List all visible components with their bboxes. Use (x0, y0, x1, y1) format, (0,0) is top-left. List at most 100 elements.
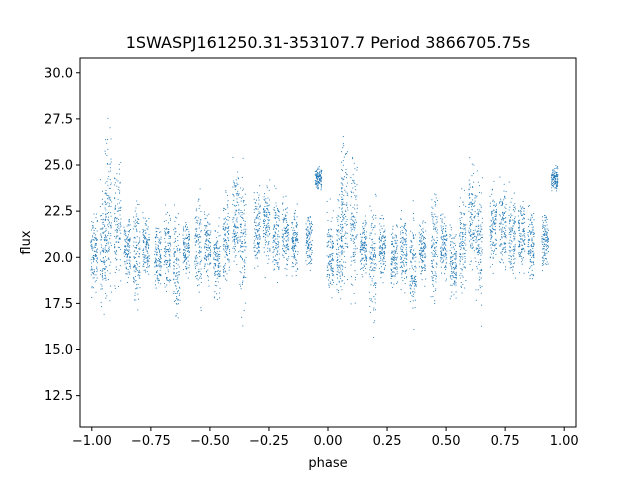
data-point (292, 229, 294, 231)
data-point (512, 272, 514, 274)
data-point (115, 253, 117, 255)
data-point (461, 244, 463, 246)
data-point (244, 235, 246, 237)
data-point (116, 185, 118, 187)
data-point (129, 245, 131, 247)
data-point (424, 253, 426, 255)
data-point (518, 255, 520, 257)
data-point (258, 252, 260, 254)
data-point (267, 235, 269, 237)
data-point (273, 207, 275, 209)
data-point (441, 227, 443, 229)
data-point (258, 197, 260, 199)
data-point (123, 233, 125, 235)
data-point (265, 228, 267, 230)
data-point (275, 248, 277, 250)
data-point (311, 252, 313, 254)
data-point (351, 223, 354, 225)
data-point (405, 240, 407, 242)
data-point (207, 244, 209, 246)
data-point (200, 229, 202, 231)
data-point (296, 240, 298, 242)
data-point (505, 221, 507, 223)
data-point (384, 239, 386, 241)
data-point (306, 241, 308, 243)
data-point (204, 233, 207, 235)
data-point (446, 257, 448, 259)
data-point (114, 182, 116, 184)
data-point (471, 203, 473, 205)
data-point (227, 247, 229, 249)
data-point (224, 234, 226, 236)
data-point (101, 239, 103, 241)
data-point (125, 235, 127, 237)
data-point (242, 251, 244, 253)
data-point (395, 256, 397, 259)
data-point (291, 238, 293, 240)
data-point (195, 276, 197, 278)
data-point (176, 288, 178, 290)
data-point (353, 260, 355, 262)
data-point (147, 228, 149, 230)
data-point (92, 236, 94, 238)
data-point (133, 237, 135, 239)
data-point (235, 179, 237, 181)
data-point (177, 236, 179, 238)
data-point (468, 179, 470, 181)
data-point (184, 225, 187, 227)
data-point (107, 220, 110, 222)
data-point (219, 287, 221, 289)
data-point (509, 220, 511, 222)
data-point (217, 248, 219, 250)
data-point (341, 223, 344, 225)
data-point (356, 273, 358, 276)
data-point (291, 275, 293, 277)
data-point (187, 228, 189, 231)
data-point (470, 246, 472, 248)
data-point (431, 213, 433, 215)
data-point (259, 218, 261, 220)
data-point (236, 226, 238, 228)
data-point (183, 240, 185, 242)
data-point (264, 244, 266, 246)
data-point (415, 256, 417, 258)
data-point (360, 242, 362, 244)
data-point (199, 275, 201, 277)
data-point (421, 233, 423, 235)
data-point (127, 273, 129, 275)
data-point (342, 147, 344, 149)
data-point (470, 215, 472, 218)
data-point (422, 222, 424, 224)
data-point (233, 229, 235, 231)
data-point (106, 259, 108, 261)
data-point (495, 204, 497, 206)
data-point (116, 220, 118, 222)
data-point (317, 184, 319, 186)
data-point (399, 256, 402, 258)
data-point (432, 277, 434, 279)
data-point (393, 245, 395, 247)
data-point (356, 234, 358, 236)
data-point (505, 237, 507, 239)
data-point (356, 169, 358, 171)
data-point (494, 232, 497, 234)
data-point (219, 262, 221, 264)
data-point (204, 252, 206, 254)
data-point (462, 247, 465, 249)
data-point (508, 214, 510, 217)
data-point (396, 281, 398, 283)
data-point (533, 231, 535, 233)
data-point (440, 237, 442, 239)
data-point (326, 276, 328, 278)
data-point (391, 251, 393, 253)
data-point (510, 216, 512, 219)
data-point (110, 225, 112, 227)
data-point (336, 274, 339, 276)
data-point (436, 237, 438, 239)
data-point (455, 268, 457, 270)
data-point (224, 278, 227, 280)
data-point (227, 258, 229, 260)
data-point (305, 242, 307, 244)
data-point (196, 236, 198, 238)
data-point (120, 200, 122, 202)
